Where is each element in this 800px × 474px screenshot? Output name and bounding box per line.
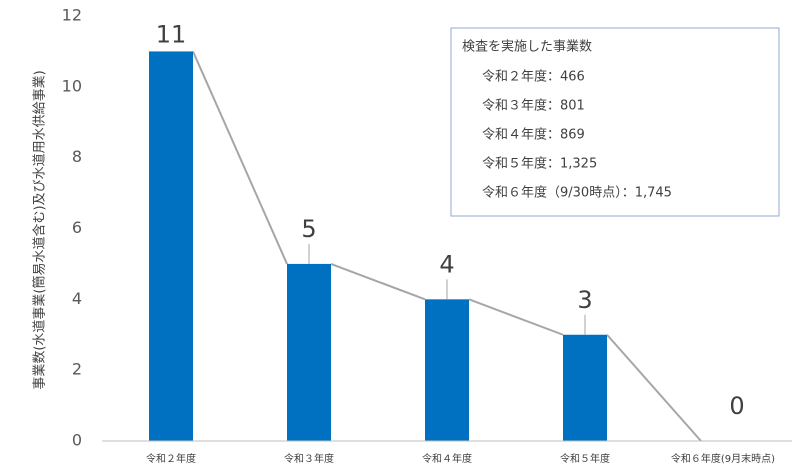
annotation-line: 令和３年度：801	[482, 98, 585, 114]
x-tick-label: 令和３年度	[284, 452, 334, 465]
connector-line	[468, 298, 564, 336]
y-tick-label: 12	[62, 6, 82, 25]
bar	[425, 299, 469, 441]
value-label: 3	[577, 286, 592, 314]
y-axis-label: 事業数(水道事業(簡易水道含む)及び水道用水供給事業)	[32, 70, 48, 389]
x-tick-label: 令和５年度	[560, 452, 610, 465]
annotation-line: 令和４年度：869	[482, 127, 585, 143]
y-tick-label: 2	[72, 360, 82, 379]
connector-line	[330, 262, 426, 301]
bar	[149, 51, 193, 442]
value-label: 11	[156, 20, 187, 48]
annotation-box	[450, 27, 780, 217]
bar	[287, 263, 331, 441]
bar	[563, 334, 607, 441]
y-tick-label: 8	[72, 147, 82, 166]
annotation-line: 令和５年度：1,325	[482, 156, 597, 172]
y-tick-label: 0	[72, 431, 82, 450]
value-label: 4	[439, 250, 454, 278]
value-label: 5	[301, 215, 316, 243]
connector-line	[606, 334, 702, 442]
connector-line	[192, 51, 288, 265]
annotation-line: 令和２年度：466	[482, 69, 585, 85]
annotation-line: 令和６年度（9/30時点）：1,745	[482, 185, 672, 201]
x-tick-label: 令和４年度	[422, 452, 472, 465]
annotation-title: 検査を実施した事業数	[462, 39, 592, 55]
y-tick-label: 10	[62, 76, 82, 95]
x-tick-label: 令和６年度(9月末時点)	[671, 452, 775, 465]
x-tick-label: 令和２年度	[146, 452, 196, 465]
y-tick-label: 6	[72, 218, 82, 237]
y-tick-label: 4	[72, 289, 82, 308]
value-label: 0	[729, 392, 744, 420]
